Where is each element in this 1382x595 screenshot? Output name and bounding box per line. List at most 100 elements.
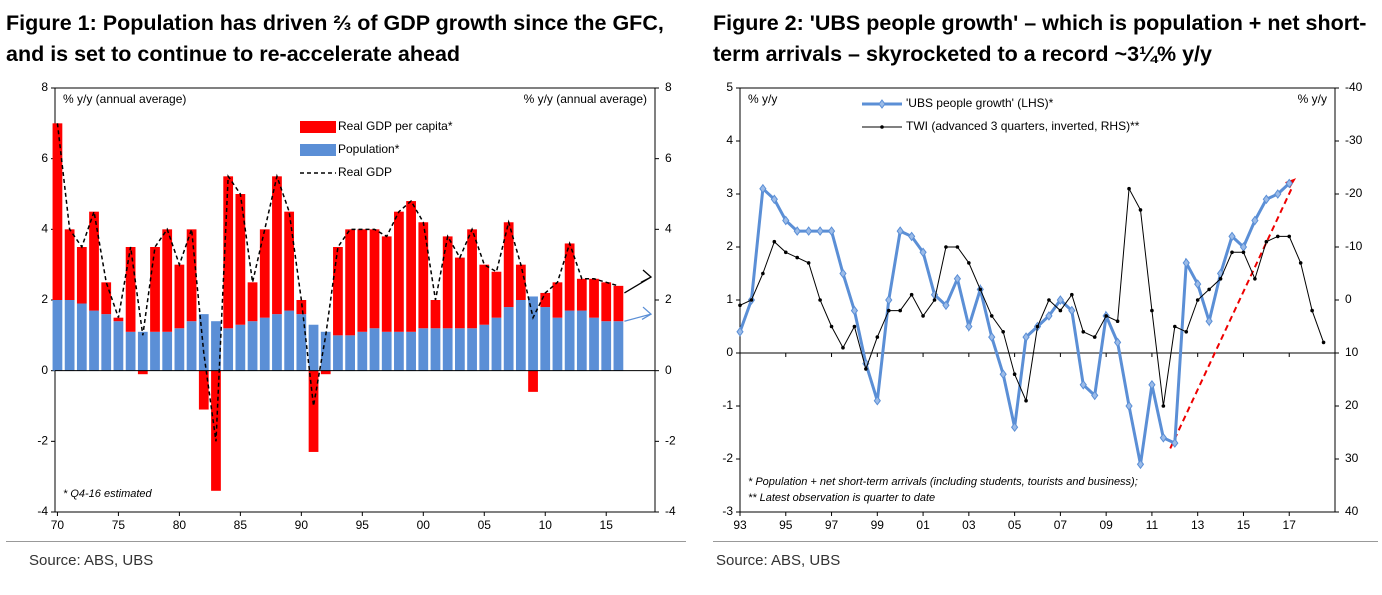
- y2-tick-label: 2: [665, 292, 672, 306]
- chart-title: Figure 2: 'UBS people growth' – which is…: [713, 11, 1367, 66]
- bar: [613, 321, 624, 371]
- marker: [795, 255, 800, 260]
- bar: [430, 328, 441, 371]
- y-tick-label: 4: [41, 222, 48, 236]
- marker: [942, 300, 950, 311]
- bar: [345, 335, 355, 371]
- bar: [113, 317, 124, 322]
- trend-arrow: [1169, 188, 1293, 449]
- marker: [1298, 261, 1303, 265]
- y-tick-label: 3: [726, 186, 733, 200]
- marker: [1127, 186, 1131, 191]
- marker: [909, 292, 914, 297]
- marker: [1024, 398, 1028, 403]
- bar: [333, 247, 343, 336]
- bar: [540, 292, 551, 308]
- marker: [873, 395, 881, 406]
- marker: [1207, 287, 1211, 292]
- bar: [296, 300, 307, 315]
- marker: [736, 326, 744, 337]
- y2-axis-label: % y/y (annual average): [524, 92, 647, 106]
- marker: [805, 226, 813, 236]
- bar: [552, 317, 563, 371]
- marker: [1125, 401, 1133, 411]
- bar: [89, 211, 99, 311]
- chart: -4 -2 0 2 4 6 8 -4 -2 0 2 4 6 8 70 75 80 85 90 95 00 05 10 15 % …: [37, 80, 676, 532]
- marker: [841, 345, 845, 350]
- marker: [1092, 335, 1097, 339]
- y-tick-label: -2: [37, 434, 48, 448]
- marker: [978, 287, 983, 292]
- marker: [1010, 422, 1019, 433]
- marker: [1150, 308, 1154, 313]
- bar: [247, 282, 258, 322]
- bar: [137, 331, 148, 371]
- bar: [503, 307, 514, 371]
- legend-label: 'UBS people growth' (LHS)*: [906, 96, 1054, 110]
- bar: [259, 317, 270, 371]
- bar: [284, 211, 295, 311]
- y-tick-label: 0: [726, 345, 733, 359]
- legend-marker: [880, 125, 884, 129]
- y2-tick-label: 0: [665, 363, 672, 377]
- bar: [223, 176, 234, 329]
- marker: [793, 226, 801, 236]
- y-tick-label: -4: [37, 504, 48, 518]
- bar: [369, 328, 380, 371]
- legend-label: Population*: [338, 142, 400, 156]
- marker: [1138, 208, 1143, 212]
- bar: [235, 194, 246, 325]
- marker: [839, 268, 847, 279]
- marker: [749, 298, 754, 302]
- bar: [503, 222, 514, 308]
- bar: [52, 123, 63, 300]
- marker: [759, 183, 767, 194]
- bar: [308, 370, 319, 452]
- plot-frame: [739, 87, 1336, 513]
- x-tick-label: 95: [779, 518, 793, 532]
- marker: [1056, 295, 1065, 305]
- marker: [886, 308, 891, 313]
- legend-marker: [878, 99, 886, 109]
- x-tick-label: 15: [600, 518, 614, 532]
- x-tick-label: 75: [112, 518, 126, 532]
- bar: [418, 222, 429, 329]
- x-tick-label: 70: [51, 518, 65, 532]
- marker: [1022, 332, 1030, 342]
- bar: [296, 314, 307, 371]
- bar: [613, 285, 624, 322]
- marker: [1321, 340, 1326, 345]
- bar: [198, 314, 209, 371]
- source: Source: ABS, UBS: [716, 552, 841, 569]
- marker: [818, 298, 822, 302]
- marker: [1275, 234, 1280, 239]
- x-tick-label: 00: [417, 518, 431, 532]
- marker: [1230, 250, 1234, 255]
- bar: [564, 310, 575, 371]
- x-tick-label: 15: [1237, 518, 1251, 532]
- marker: [1161, 404, 1166, 408]
- marker: [816, 226, 824, 236]
- y-axis-label: % y/y (annual average): [63, 92, 186, 106]
- bar: [113, 321, 124, 371]
- x-tick-label: 07: [1054, 518, 1068, 532]
- y2-tick-label: 40: [1345, 504, 1359, 518]
- bar: [101, 314, 112, 371]
- arrow: [624, 269, 653, 294]
- rule: [713, 541, 1378, 542]
- marker: [806, 261, 811, 265]
- bar: [442, 236, 453, 329]
- marker: [1173, 324, 1177, 329]
- x-tick-label: 05: [478, 518, 492, 532]
- marker: [1079, 379, 1087, 390]
- marker: [1045, 311, 1053, 321]
- bar: [406, 201, 416, 332]
- y2-tick-label: -40: [1345, 80, 1363, 94]
- bar: [211, 321, 221, 371]
- bar: [125, 247, 136, 332]
- marker: [1171, 438, 1179, 448]
- marker: [1148, 379, 1156, 390]
- note: ** Latest observation is quarter to date: [748, 492, 935, 504]
- bar: [381, 236, 392, 332]
